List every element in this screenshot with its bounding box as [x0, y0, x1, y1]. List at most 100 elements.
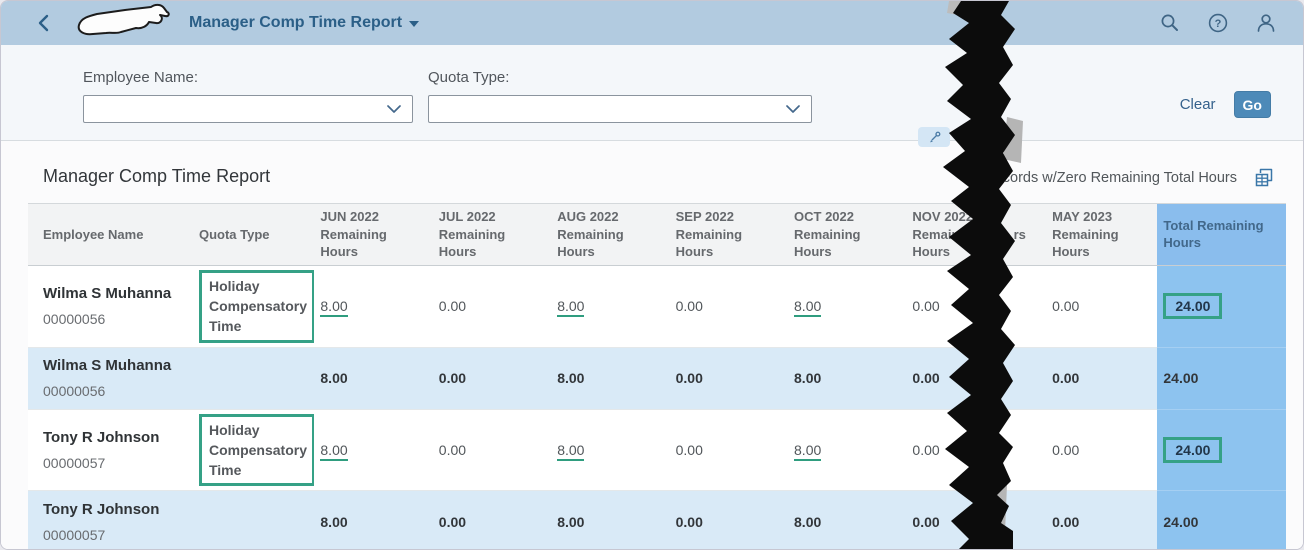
cell-jun-2022: 8.00 — [314, 409, 433, 492]
column-header-torn-partial[interactable]: rs — [1007, 203, 1047, 266]
chevron-down-icon — [786, 105, 800, 113]
back-button[interactable] — [33, 12, 55, 34]
annotation-box-total: 24.00 — [1163, 436, 1223, 463]
cell-nov-2022: 0.00 — [906, 347, 1008, 410]
column-header-jul-2022[interactable]: JUL 2022 Remaining Hours — [432, 203, 552, 266]
cell-oct-2022: 8.00 — [788, 409, 907, 492]
hours-value: 8.00 — [320, 370, 348, 387]
hours-value: 0.00 — [675, 441, 703, 458]
hours-value: 0.00 — [675, 513, 703, 530]
column-header-nov-2022[interactable]: NOV 2022 Remaining Hours — [906, 203, 1008, 266]
cell-may-2023: 0.00 — [1046, 347, 1158, 410]
pin-filterbar-button[interactable] — [918, 127, 950, 147]
column-header-total[interactable]: Total Remaining Hours — [1157, 203, 1286, 266]
employee-name: Wilma S Muhanna — [43, 285, 172, 303]
report-table: Employee Name Quota Type JUN 2022 Remaining… — [28, 203, 1286, 549]
column-header-jun-2022[interactable]: JUN 2022 Remaining Hours — [314, 203, 433, 266]
employee-name: Tony R Johnson — [43, 428, 160, 446]
hours-value: 0.00 — [1052, 370, 1080, 387]
hours-drilldown-link[interactable]: 8.00 — [320, 298, 348, 318]
column-header-employee[interactable]: Employee Name — [28, 203, 193, 266]
cell-nov-2022: 0.00 — [906, 490, 1008, 549]
hours-value: 0.00 — [438, 298, 467, 315]
cell-sep-2022: 0.00 — [669, 347, 789, 410]
hours-value: 0.00 — [912, 441, 940, 458]
cell-torn-partial — [1007, 409, 1047, 492]
cell-aug-2022: 8.00 — [551, 490, 670, 549]
hours-value: 0.00 — [438, 370, 467, 387]
cell-may-2023: 0.00 — [1046, 265, 1158, 348]
cell-sep-2022: 0.00 — [669, 265, 789, 348]
employee-name-label: Employee Name: — [83, 69, 199, 86]
column-header-sep-2022[interactable]: SEP 2022 Remaining Hours — [669, 203, 789, 266]
app-title: Manager Comp Time Report — [189, 14, 403, 31]
column-header-quota-type[interactable]: Quota Type — [192, 203, 315, 266]
quota-type-label: Quota Type: — [428, 69, 510, 86]
cell-jul-2022: 0.00 — [432, 265, 552, 348]
cell-sep-2022: 0.00 — [669, 409, 789, 492]
cell-total: 24.00 — [1157, 265, 1286, 348]
cell-quota-type — [192, 490, 315, 549]
cell-jun-2022: 8.00 — [314, 265, 433, 348]
hours-value: 0.00 — [1052, 298, 1080, 315]
cell-oct-2022: 8.00 — [788, 265, 907, 348]
cell-torn-partial — [1007, 490, 1047, 549]
profile-icon[interactable] — [1255, 12, 1277, 34]
hours-value: 8.00 — [557, 513, 585, 530]
cell-torn-partial — [1007, 347, 1047, 410]
total-hours-value: 24.00 — [1163, 370, 1199, 387]
hours-value: 0.00 — [1052, 441, 1080, 458]
cell-total: 24.00 — [1157, 347, 1286, 410]
pushpin-icon — [929, 131, 940, 142]
hours-drilldown-link[interactable]: 8.00 — [794, 441, 822, 461]
column-header-aug-2022[interactable]: AUG 2022 Remaining Hours — [551, 203, 670, 266]
hours-drilldown-link[interactable]: 8.00 — [794, 298, 822, 318]
hours-value: 0.00 — [438, 441, 467, 458]
cell-oct-2022: 8.00 — [788, 347, 907, 410]
cell-quota-type: Holiday Compensatory Time — [192, 409, 315, 492]
cell-total: 24.00 — [1157, 490, 1286, 549]
hours-value: 8.00 — [557, 370, 585, 387]
hours-drilldown-link[interactable]: 8.00 — [320, 441, 348, 461]
hours-value: 8.00 — [794, 370, 822, 387]
employee-name: Wilma S Muhanna — [43, 357, 172, 375]
hours-value: 0.00 — [912, 513, 940, 530]
export-to-spreadsheet-icon[interactable] — [1253, 167, 1275, 189]
zero-hours-toggle-label: ecords w/Zero Remaining Total Hours — [994, 170, 1237, 186]
cell-quota-type: Holiday Compensatory Time — [192, 265, 315, 348]
hours-value: 0.00 — [1052, 513, 1080, 530]
hours-drilldown-link[interactable]: 8.00 — [557, 298, 585, 318]
cell-aug-2022: 8.00 — [551, 409, 670, 492]
column-header-may-2023[interactable]: MAY 2023 Remaining Hours — [1046, 203, 1158, 266]
hours-value: 0.00 — [675, 298, 703, 315]
cell-jun-2022: 8.00 — [314, 347, 433, 410]
hours-value: 8.00 — [794, 513, 822, 530]
cell-torn-partial — [1007, 265, 1047, 348]
hours-drilldown-link[interactable]: 8.00 — [557, 441, 585, 461]
detail-row: Wilma S Muhanna 00000056 Holiday Compensat… — [28, 265, 1286, 348]
chevron-down-icon — [409, 21, 420, 27]
subtotal-row: Tony R Johnson 00000057 8.00 0.00 8.00 0.00 8.… — [28, 490, 1286, 549]
cell-employee: Tony R Johnson 00000057 — [28, 409, 193, 492]
north-carolina-logo — [77, 3, 170, 36]
clear-button[interactable]: Clear — [1179, 96, 1216, 113]
employee-name-select[interactable] — [83, 95, 413, 123]
app-title-menu[interactable]: Manager Comp Time Report — [189, 14, 420, 32]
employee-id: 00000057 — [43, 454, 106, 471]
search-icon[interactable] — [1159, 12, 1181, 34]
go-button[interactable]: Go — [1233, 91, 1271, 118]
hours-value: 0.00 — [438, 513, 467, 530]
annotation-box-quota: Holiday Compensatory Time — [198, 269, 315, 343]
svg-text:?: ? — [1215, 18, 1222, 30]
column-header-oct-2022[interactable]: OCT 2022 Remaining Hours — [788, 203, 907, 266]
help-icon[interactable]: ? — [1207, 12, 1229, 34]
cell-aug-2022: 8.00 — [551, 265, 670, 348]
filter-bar: Employee Name: Quota Type: Clear Go — [1, 45, 1303, 141]
cell-jul-2022: 0.00 — [432, 347, 552, 410]
cell-quota-type — [192, 347, 315, 410]
employee-id: 00000057 — [43, 526, 106, 543]
hours-value: 0.00 — [912, 298, 940, 315]
quota-type-select[interactable] — [428, 95, 812, 123]
chevron-down-icon — [387, 105, 401, 113]
